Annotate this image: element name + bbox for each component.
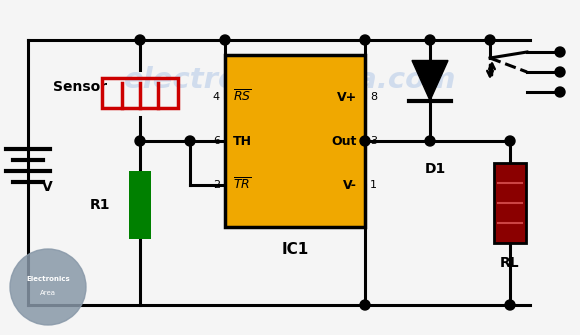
Text: V-: V- bbox=[343, 179, 357, 192]
Text: 6: 6 bbox=[213, 136, 220, 146]
Circle shape bbox=[10, 249, 86, 325]
Circle shape bbox=[135, 136, 145, 146]
Circle shape bbox=[425, 35, 435, 45]
Text: $\overline{TR}$: $\overline{TR}$ bbox=[233, 177, 251, 193]
Text: R1: R1 bbox=[89, 198, 110, 212]
Text: 4: 4 bbox=[213, 92, 220, 102]
Circle shape bbox=[135, 35, 145, 45]
Text: 1: 1 bbox=[370, 180, 377, 190]
Circle shape bbox=[505, 136, 515, 146]
Circle shape bbox=[485, 35, 495, 45]
Circle shape bbox=[555, 67, 565, 77]
Text: 3: 3 bbox=[370, 136, 377, 146]
Bar bbox=[494, 163, 526, 243]
Text: Electronics: Electronics bbox=[26, 276, 70, 282]
Bar bbox=[129, 171, 151, 239]
Circle shape bbox=[555, 87, 565, 97]
Text: Sensor: Sensor bbox=[53, 80, 107, 94]
Text: 2: 2 bbox=[213, 180, 220, 190]
Circle shape bbox=[360, 300, 370, 310]
Circle shape bbox=[425, 136, 435, 146]
Circle shape bbox=[555, 47, 565, 57]
Text: IC1: IC1 bbox=[281, 242, 309, 257]
Text: $\overline{RS}$: $\overline{RS}$ bbox=[233, 89, 252, 105]
Text: Area: Area bbox=[40, 290, 56, 296]
Text: RL: RL bbox=[500, 256, 520, 270]
Circle shape bbox=[360, 35, 370, 45]
Text: electronicsarea.com: electronicsarea.com bbox=[124, 66, 456, 94]
Bar bbox=[225, 55, 365, 227]
Text: D1: D1 bbox=[425, 162, 445, 176]
Text: TH: TH bbox=[233, 134, 252, 147]
Text: V+: V+ bbox=[337, 90, 357, 104]
Text: 8: 8 bbox=[370, 92, 377, 102]
Circle shape bbox=[360, 136, 370, 146]
Circle shape bbox=[505, 300, 515, 310]
Polygon shape bbox=[412, 61, 448, 100]
Bar bbox=[102, 78, 178, 108]
Text: V: V bbox=[42, 180, 53, 194]
Circle shape bbox=[220, 35, 230, 45]
Text: Out: Out bbox=[332, 134, 357, 147]
Circle shape bbox=[185, 136, 195, 146]
